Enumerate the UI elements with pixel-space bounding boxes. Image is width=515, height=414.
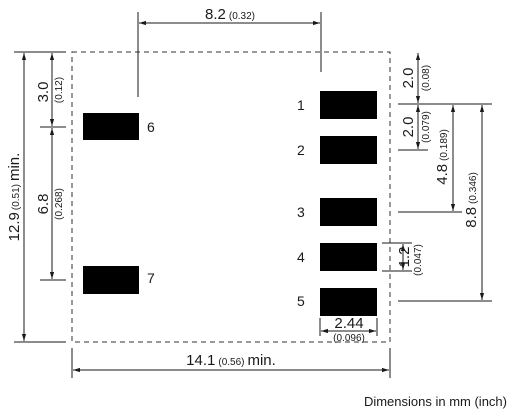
pad-2 xyxy=(320,136,377,164)
svg-text:(0.096): (0.096) xyxy=(333,333,365,344)
dim-bottom-width: 14.1 (0.56) min. xyxy=(71,348,391,378)
dim-right-pitch: 2.0 (0.08) 2.0 (0.079) 4.8(0.189) 8.8(0.… xyxy=(398,53,492,302)
units-note: Dimensions in mm (inch) xyxy=(363,394,507,409)
svg-text:(0.08): (0.08) xyxy=(421,65,432,91)
dim-left-height: 12.9(0.51)min. xyxy=(6,51,66,343)
svg-text:(0.12): (0.12) xyxy=(54,77,65,103)
pad-5 xyxy=(320,288,377,316)
svg-text:6.8: 6.8 xyxy=(35,194,52,215)
dim-left-pitch: 3.0 (0.12) 6.8 (0.268) xyxy=(35,53,66,281)
svg-text:12.9(0.51)min.: 12.9(0.51)min. xyxy=(6,153,23,242)
dim-pad-height: 1.2 (0.047) xyxy=(382,242,424,276)
pad-7 xyxy=(83,266,139,294)
pad-label-6: 6 xyxy=(147,119,155,135)
pad-label-3: 3 xyxy=(297,204,305,220)
pad-label-1: 1 xyxy=(297,97,305,113)
pad-label-5: 5 xyxy=(297,293,305,309)
dim-pad-width: 2.44 (0.096) xyxy=(319,315,378,344)
svg-text:2.44: 2.44 xyxy=(334,315,363,332)
pad-label-2: 2 xyxy=(297,142,305,158)
svg-text:(0.268): (0.268) xyxy=(54,188,65,220)
svg-text:14.1(0.56)min.: 14.1 (0.56) min. xyxy=(186,352,276,369)
svg-text:8.2(0.32): 8.2 (0.32) xyxy=(205,6,255,23)
pad-labels: 1 2 3 4 5 6 7 xyxy=(147,97,305,309)
svg-text:4.8(0.189): 4.8(0.189) xyxy=(434,129,451,185)
svg-text:1.2: 1.2 xyxy=(396,247,413,268)
pad-4 xyxy=(320,243,377,271)
pad-3 xyxy=(320,198,377,226)
svg-text:2.0: 2.0 xyxy=(400,68,417,89)
pad-label-7: 7 xyxy=(147,270,155,286)
svg-text:8.8(0.346): 8.8(0.346) xyxy=(463,172,480,228)
dim-top-span: 8.2 (0.32) xyxy=(137,6,322,97)
svg-text:2.0: 2.0 xyxy=(400,117,417,138)
pad-6 xyxy=(83,113,139,140)
pads xyxy=(83,91,377,316)
component-outline xyxy=(71,51,391,343)
svg-text:(0.047): (0.047) xyxy=(413,244,424,276)
pad-1 xyxy=(320,91,377,119)
svg-text:(0.079): (0.079) xyxy=(421,111,432,143)
pad-label-4: 4 xyxy=(297,249,305,265)
svg-text:3.0: 3.0 xyxy=(35,82,52,103)
